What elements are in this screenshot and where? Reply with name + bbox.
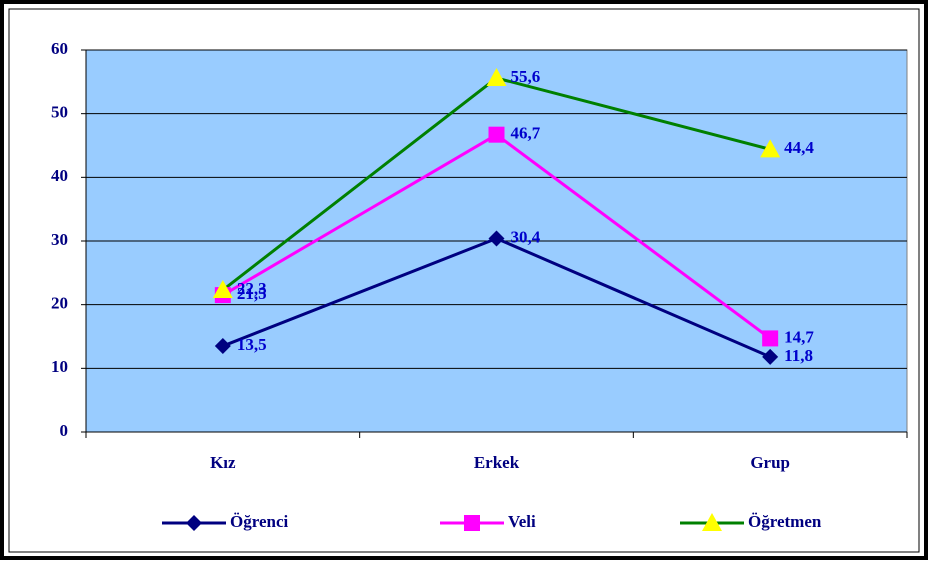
legend-label: Öğretmen xyxy=(748,512,822,531)
y-tick-label: 10 xyxy=(51,357,68,376)
marker xyxy=(214,338,231,355)
marker xyxy=(762,348,779,365)
marker xyxy=(488,126,505,143)
data-label: 44,4 xyxy=(784,138,814,157)
data-label: 21,5 xyxy=(237,284,267,303)
marker xyxy=(464,515,480,531)
marker xyxy=(702,513,722,531)
marker xyxy=(488,230,505,247)
data-label: 46,7 xyxy=(511,124,541,143)
y-tick-label: 30 xyxy=(51,230,68,249)
data-label: 55,6 xyxy=(511,67,541,86)
legend-label: Öğrenci xyxy=(230,512,289,531)
x-tick-label: Erkek xyxy=(474,453,520,472)
y-tick-label: 20 xyxy=(51,294,68,313)
y-tick-label: 0 xyxy=(60,421,69,440)
marker xyxy=(212,280,233,299)
y-tick-label: 60 xyxy=(51,39,68,58)
data-label: 11,8 xyxy=(784,346,813,365)
marker xyxy=(486,68,507,87)
inner-frame xyxy=(8,8,920,553)
marker xyxy=(762,330,779,347)
data-label: 22,3 xyxy=(237,279,267,298)
y-tick-label: 50 xyxy=(51,103,68,122)
data-label: 13,5 xyxy=(237,335,267,354)
marker xyxy=(760,139,781,158)
y-tick-label: 40 xyxy=(51,166,68,185)
data-label: 14,7 xyxy=(784,327,814,346)
legend-label: Veli xyxy=(508,512,536,531)
marker xyxy=(186,515,202,531)
data-label: 30,4 xyxy=(511,227,541,246)
x-tick-label: Kız xyxy=(210,453,236,472)
x-tick-label: Grup xyxy=(750,453,790,472)
